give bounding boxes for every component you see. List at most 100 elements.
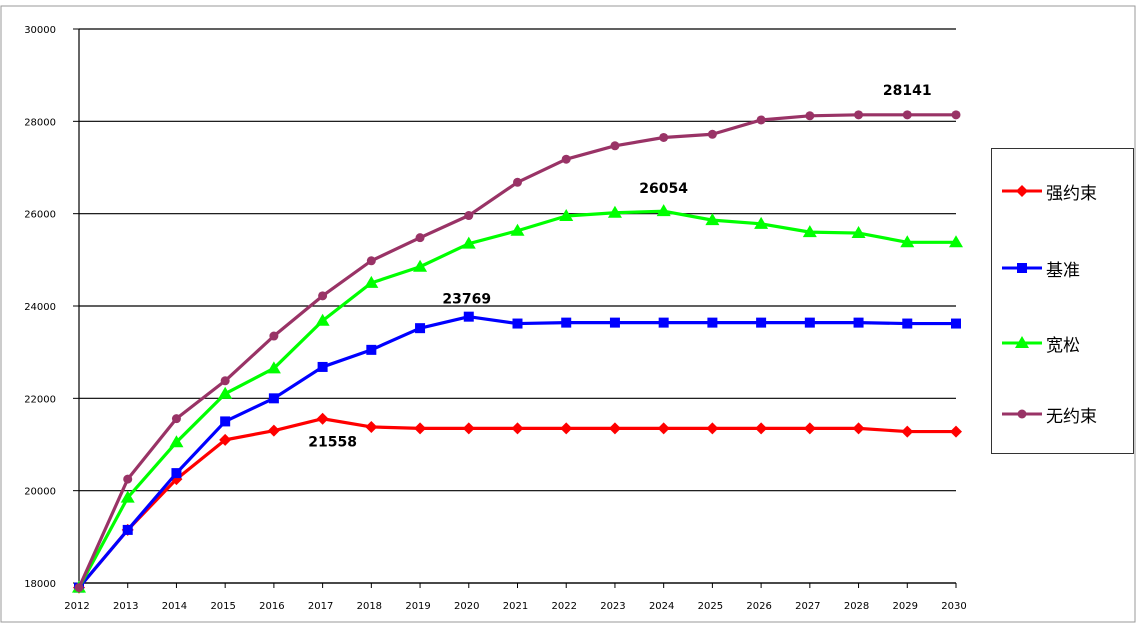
series-0-point-14 (755, 422, 768, 435)
axes: 18000 20000 22000 24000 26000 28000 30000 2012 2… (24, 25, 967, 612)
series-2-point-10 (559, 208, 574, 221)
series-2-point-15 (802, 225, 817, 238)
x-tick-label-11: 2023 (600, 601, 625, 612)
series-1-point-8 (463, 311, 474, 322)
series-3-point-10 (561, 154, 571, 164)
legend-marker-diamond-icon (1002, 185, 1042, 197)
legend-marker-square-icon (1002, 263, 1042, 273)
y-tick-label-1: 20000 (24, 487, 56, 498)
x-tick-label-13: 2025 (698, 601, 723, 612)
series-3-point-12 (659, 132, 669, 142)
series-3-point-9 (513, 177, 522, 187)
y-tick-label-5: 28000 (24, 117, 56, 128)
series-3-point-17 (902, 110, 912, 120)
series-lines (72, 110, 963, 594)
y-tick-label-4: 26000 (24, 210, 56, 221)
series-1-point-10 (561, 317, 572, 328)
series-0-point-6 (365, 420, 378, 433)
legend-item-loose: 宽松 (1000, 331, 1080, 356)
series-0-point-15 (803, 422, 816, 435)
series-2-point-6 (364, 275, 379, 288)
series-1-point-17 (902, 318, 913, 329)
series-1-point-16 (853, 317, 864, 328)
series-3-point-15 (805, 111, 815, 121)
series-3-point-8 (464, 211, 474, 221)
x-tick-label-5: 2017 (308, 601, 333, 612)
y-tick-label-0: 18000 (24, 579, 56, 590)
series-1-point-5 (317, 361, 328, 372)
series-1-point-1 (122, 524, 133, 535)
series-0-point-5 (316, 412, 329, 425)
x-tick-label-2: 2014 (162, 601, 187, 612)
legend-label-strong: 强约束 (1046, 183, 1097, 204)
x-tick-label-4: 2016 (259, 601, 284, 612)
series-3-point-5 (318, 291, 328, 301)
series-0-point-8 (462, 422, 475, 435)
series-0-point-7 (414, 422, 427, 435)
x-tick-label-8: 2020 (454, 601, 479, 612)
y-tick-label-3: 24000 (24, 302, 56, 313)
series-1-point-15 (804, 317, 815, 328)
series-0-point-9 (511, 422, 524, 435)
legend-item-strong: 强约束 (1000, 179, 1097, 204)
legend-label-unconstrained: 无约束 (1046, 406, 1097, 427)
x-tick-label-3: 2015 (210, 601, 235, 612)
series-0-point-17 (901, 425, 914, 438)
series-1-point-14 (756, 317, 767, 328)
y-tick-label-2: 22000 (24, 394, 56, 405)
data-label-23769: 23769 (442, 292, 491, 308)
series-0-point-12 (657, 422, 670, 435)
x-tick-label-15: 2027 (795, 601, 820, 612)
series-2-point-8 (461, 236, 476, 249)
series-3-point-4 (269, 331, 279, 341)
data-label-21558: 21558 (308, 435, 357, 451)
series-2-point-16 (851, 226, 866, 239)
series-2-point-11 (607, 205, 622, 218)
x-tick-label-7: 2019 (405, 601, 430, 612)
series-3-point-11 (610, 141, 620, 151)
series-3-point-1 (123, 474, 133, 484)
series-2-point-7 (413, 259, 428, 272)
series-1-point-11 (609, 317, 620, 328)
legend-item-unconstrained: 无约束 (1000, 402, 1097, 427)
series-1-point-2 (171, 468, 182, 479)
series-1-point-12 (658, 317, 669, 328)
annotations: 21558 23769 26054 28141 (308, 83, 931, 451)
x-tick-label-10: 2022 (551, 601, 576, 612)
series-1-point-3 (220, 416, 231, 427)
series-2-point-2 (169, 435, 184, 448)
series-1-point-18 (951, 318, 961, 329)
legend-label-baseline: 基准 (1046, 260, 1080, 281)
series-2-point-5 (315, 313, 330, 326)
series-0-point-16 (852, 422, 865, 435)
series-3-point-18 (951, 110, 961, 120)
series-2-point-13 (705, 213, 720, 226)
series-2-point-1 (120, 490, 135, 503)
legend: 强约束 基准 宽松 无约束 (991, 148, 1134, 454)
series-2-point-18 (949, 235, 963, 248)
x-tick-label-14: 2026 (746, 601, 771, 612)
series-0-point-4 (267, 424, 280, 437)
x-tick-label-1: 2013 (113, 601, 138, 612)
series-1-point-13 (707, 317, 718, 328)
series-3 (74, 110, 961, 593)
legend-marker-triangle-icon (1002, 336, 1042, 348)
x-tick-label-0: 2012 (64, 601, 89, 612)
data-label-26054: 26054 (639, 181, 688, 197)
series-3-point-3 (220, 376, 230, 386)
series-0-point-10 (560, 422, 573, 435)
series-2-point-4 (266, 361, 281, 374)
series-3-point-7 (415, 233, 425, 243)
series-2-point-9 (510, 223, 525, 236)
y-tick-label-6: 30000 (24, 25, 56, 36)
x-tick-label-12: 2024 (649, 601, 674, 612)
x-tick-label-17: 2029 (893, 601, 918, 612)
series-0-point-3 (219, 433, 232, 446)
x-tick-label-16: 2028 (844, 601, 869, 612)
data-label-28141: 28141 (883, 83, 932, 99)
series-3-point-13 (707, 129, 717, 139)
series-1-point-4 (268, 393, 279, 404)
series-1-point-6 (366, 344, 377, 355)
series-0-point-11 (608, 422, 621, 435)
